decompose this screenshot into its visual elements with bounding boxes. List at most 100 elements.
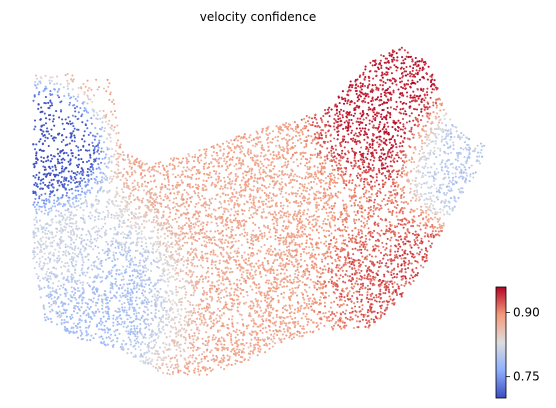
- data-point: [81, 283, 84, 286]
- data-point: [160, 221, 163, 225]
- data-point: [59, 229, 62, 232]
- data-point: [108, 98, 111, 101]
- data-point: [274, 136, 277, 139]
- data-point: [352, 137, 355, 140]
- data-point: [317, 197, 320, 200]
- data-point: [233, 250, 236, 253]
- data-point: [74, 189, 77, 192]
- data-point: [71, 192, 74, 195]
- data-point: [33, 223, 36, 226]
- data-point: [163, 241, 166, 245]
- data-point: [406, 253, 409, 256]
- data-point: [168, 215, 171, 218]
- data-point: [141, 292, 144, 295]
- data-point: [143, 353, 146, 356]
- data-point: [330, 270, 333, 273]
- data-point: [363, 161, 366, 164]
- data-point: [299, 253, 303, 256]
- data-point: [89, 156, 92, 159]
- data-point: [369, 90, 372, 93]
- data-point: [184, 323, 187, 326]
- data-point: [380, 66, 383, 70]
- data-point: [297, 309, 300, 312]
- data-point: [81, 113, 84, 116]
- data-point: [157, 321, 161, 324]
- data-point: [170, 236, 173, 240]
- data-point: [244, 231, 247, 234]
- data-point: [97, 218, 100, 221]
- data-point: [296, 223, 299, 226]
- data-point: [246, 271, 249, 275]
- data-point: [380, 92, 383, 96]
- data-point: [75, 186, 78, 189]
- data-point: [317, 204, 321, 207]
- data-point: [43, 313, 46, 316]
- data-point: [316, 219, 319, 222]
- data-point: [334, 314, 337, 318]
- data-point: [445, 204, 448, 207]
- data-point: [119, 153, 122, 156]
- data-point: [44, 136, 47, 139]
- data-point: [328, 187, 332, 190]
- data-point: [177, 174, 180, 177]
- data-point: [105, 336, 108, 339]
- data-point: [171, 372, 174, 376]
- data-point: [85, 330, 88, 333]
- data-point: [50, 104, 54, 107]
- data-point: [250, 172, 253, 175]
- data-point: [294, 258, 297, 261]
- data-point: [231, 348, 234, 351]
- data-point: [436, 226, 439, 230]
- data-point: [48, 193, 52, 196]
- data-point: [394, 108, 398, 111]
- data-point: [110, 213, 113, 216]
- data-point: [96, 308, 100, 311]
- data-point: [301, 133, 304, 136]
- data-point: [94, 332, 97, 336]
- data-point: [172, 275, 175, 278]
- data-point: [119, 284, 122, 287]
- data-point: [349, 173, 352, 176]
- data-point: [52, 118, 55, 121]
- data-point: [274, 248, 277, 251]
- data-point: [109, 175, 112, 178]
- data-point: [252, 212, 255, 215]
- data-point: [75, 260, 78, 263]
- data-point: [101, 248, 104, 252]
- data-point: [322, 114, 325, 118]
- data-point: [259, 329, 262, 332]
- data-point: [162, 309, 165, 312]
- data-point: [225, 364, 228, 367]
- data-point: [424, 174, 427, 177]
- data-point: [77, 287, 80, 290]
- data-point: [386, 110, 389, 114]
- data-point: [74, 177, 77, 180]
- data-point: [191, 251, 194, 254]
- data-point: [129, 300, 132, 303]
- data-point: [167, 313, 170, 316]
- data-point: [101, 276, 104, 279]
- data-point: [430, 74, 433, 77]
- data-point: [366, 112, 369, 115]
- data-point: [448, 201, 451, 204]
- data-point: [342, 127, 345, 130]
- data-point: [347, 133, 350, 136]
- data-point: [268, 342, 271, 345]
- data-point: [393, 231, 397, 234]
- data-point: [66, 245, 69, 248]
- data-point: [369, 158, 372, 161]
- data-point: [282, 204, 285, 207]
- data-point: [435, 88, 438, 91]
- data-point: [267, 282, 270, 285]
- data-point: [455, 130, 458, 133]
- data-point: [288, 278, 292, 282]
- data-point: [131, 269, 134, 273]
- data-point: [55, 290, 58, 293]
- data-point: [319, 272, 323, 275]
- data-point: [429, 197, 432, 200]
- data-point: [99, 117, 102, 120]
- data-point: [405, 235, 408, 238]
- data-point: [146, 308, 149, 311]
- data-point: [189, 169, 193, 172]
- data-point: [90, 187, 93, 190]
